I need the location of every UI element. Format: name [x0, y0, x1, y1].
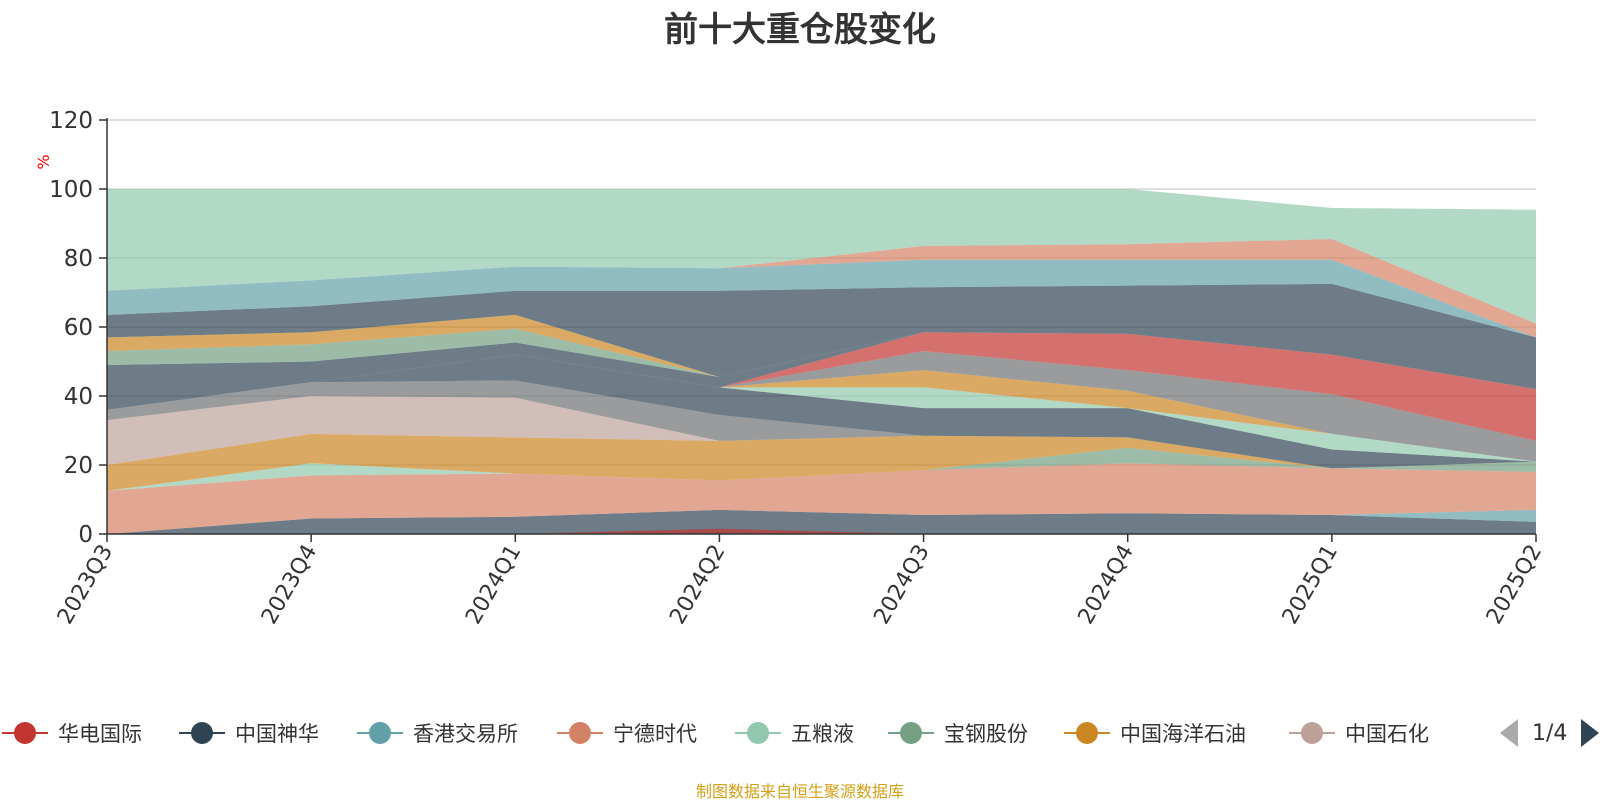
legend-label: 华电国际: [58, 722, 142, 746]
x-tick-label: 2025Q2: [1482, 541, 1547, 629]
area-band[interactable]: [107, 433, 1536, 491]
area-band[interactable]: [107, 332, 1536, 441]
legend-label: 中国海洋石油: [1120, 722, 1246, 746]
area-band[interactable]: [107, 509, 1536, 534]
legend-marker-icon: [0, 716, 50, 750]
y-tick-label: 20: [64, 453, 93, 479]
area-band[interactable]: [107, 259, 1536, 338]
x-tick-label: 2024Q3: [869, 541, 934, 629]
y-tick-label: 120: [49, 108, 93, 134]
legend-marker-icon: [733, 716, 783, 750]
legend-label: 宝钢股份: [944, 722, 1028, 746]
legend-item[interactable]: 中国海洋石油: [1062, 716, 1246, 750]
legend-marker-icon: [1287, 716, 1337, 750]
legend-marker-icon: [1062, 716, 1112, 750]
legend-page-indicator: 1/4: [1532, 720, 1568, 746]
area-layer: [107, 189, 1536, 534]
legend-item[interactable]: 香港交易所: [355, 716, 518, 750]
x-tick-label: 2023Q3: [53, 541, 118, 629]
chart-svg: 0 20 40 60 80 100 120 2023Q3 2023Q4 2024Q1 2024Q2 2…: [34, 108, 1547, 629]
legend-item[interactable]: 中国石化: [1287, 716, 1429, 750]
chart-title: 前十大重仓股变化: [664, 10, 936, 50]
area-band[interactable]: [107, 354, 1536, 469]
legend-pager: 1/4: [1500, 716, 1600, 750]
area-band[interactable]: [107, 396, 1536, 469]
area-band[interactable]: [107, 528, 1536, 534]
area-band[interactable]: [107, 332, 1536, 410]
x-tick-label: 2023Q4: [257, 541, 322, 629]
y-tick-label: 40: [64, 384, 93, 410]
legend-next-page-icon[interactable]: [1581, 719, 1600, 747]
x-tick-label: 2025Q1: [1278, 541, 1343, 629]
source-note: 制图数据来自恒生聚源数据库: [695, 782, 904, 801]
legend-prev-page-icon[interactable]: [1500, 719, 1518, 747]
y-tick-label: 80: [64, 246, 93, 272]
legend-label: 香港交易所: [413, 722, 518, 746]
legend-item[interactable]: 中国神华: [177, 716, 319, 750]
legend-label: 中国神华: [235, 722, 319, 746]
legend-marker-icon: [555, 716, 605, 750]
area-band[interactable]: [107, 354, 1536, 462]
legend-item[interactable]: 华电国际: [0, 716, 142, 750]
y-tick-label: 60: [64, 315, 93, 341]
y-axis-unit-label: %: [34, 154, 53, 169]
legend-marker-icon: [886, 716, 936, 750]
legend-label: 宁德时代: [613, 722, 697, 746]
area-band[interactable]: [107, 239, 1536, 338]
legend-label: 五粮液: [791, 722, 854, 746]
legend-label: 中国石化: [1345, 722, 1429, 746]
y-tick-label: 100: [49, 177, 93, 203]
area-band[interactable]: [107, 189, 1536, 324]
area-band[interactable]: [107, 351, 1536, 462]
legend-marker-icon: [177, 716, 227, 750]
area-band[interactable]: [107, 447, 1536, 491]
legend-item[interactable]: 五粮液: [733, 716, 854, 750]
y-tick-label: 0: [78, 522, 93, 548]
area-band[interactable]: [107, 463, 1536, 534]
area-band[interactable]: [107, 328, 1536, 390]
x-tick-label: 2024Q4: [1074, 541, 1139, 629]
x-tick-label: 2024Q1: [461, 541, 526, 629]
legend-marker-icon: [355, 716, 405, 750]
x-tick-label: 2024Q2: [665, 541, 730, 629]
legend-item[interactable]: 宝钢股份: [886, 716, 1028, 750]
legend: 华电国际 中国神华 香港交易所 宁德时代 五粮液 宝钢股份 中国海洋石油 中国石化: [0, 716, 1600, 750]
legend-item[interactable]: 宁德时代: [555, 716, 697, 750]
area-band[interactable]: [107, 283, 1536, 390]
